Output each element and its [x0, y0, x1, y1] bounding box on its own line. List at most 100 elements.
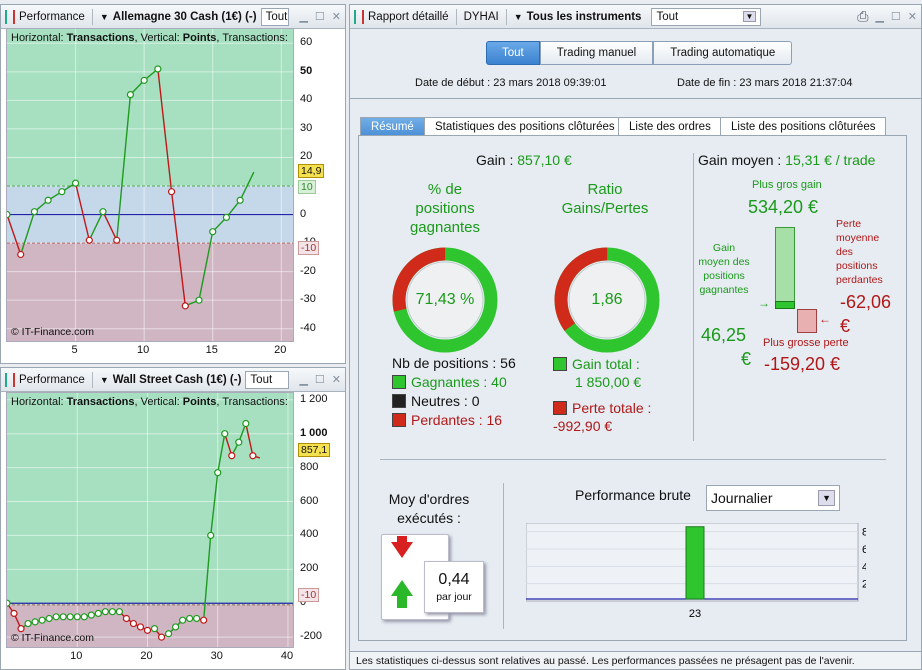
neutral-legend-icon — [392, 394, 406, 408]
equity-segment — [20, 211, 36, 255]
trade-point — [181, 302, 189, 310]
trade-point — [143, 626, 152, 634]
y-tick-label: 600 — [300, 494, 319, 507]
chevron-down-icon[interactable]: ▼ — [99, 374, 109, 385]
chevron-down-icon[interactable]: ▼ — [99, 11, 109, 22]
avg-gain: Gain moyen : 15,31 € / trade — [698, 152, 876, 168]
tab-liste-ordres[interactable]: Liste des ordres — [618, 117, 722, 136]
avg-win-label: Gain moyen des positions gagnantes — [698, 242, 750, 296]
pct-winners-title: % de positions gagnantes — [409, 181, 481, 236]
y-tick-label: 0 — [300, 207, 307, 220]
end-date: Date de fin : 23 mars 2018 21:37:04 — [677, 77, 853, 89]
trade-point — [236, 196, 244, 204]
print-icon[interactable]: ⎙ — [857, 8, 869, 24]
tab-tout[interactable]: Tout — [486, 41, 540, 65]
orders-title: Moy d'ordres exécutés : — [388, 491, 470, 526]
loss-arrow-icon: ← — [819, 312, 831, 326]
account-label[interactable]: DYHAI — [463, 10, 499, 23]
trade-point — [179, 616, 187, 624]
loss-total-legend-icon — [553, 401, 567, 415]
y-axis-wallstreet: 1 200 1 000 800 600 400 200 0 -200 — [296, 392, 344, 648]
performance-menu[interactable]: Performance — [19, 10, 85, 23]
divider — [693, 153, 694, 441]
x-axis-wallstreet: 10 20 30 40 — [6, 650, 294, 664]
trade-point — [115, 608, 123, 616]
down-arrow-icon — [391, 542, 413, 558]
y-tick-label: 20 — [300, 150, 313, 163]
perf-bar-chart: 800 600 400 200 23 — [526, 523, 866, 620]
losing-zone — [7, 604, 293, 647]
chart-svg-dax — [7, 29, 293, 341]
minimize-icon[interactable]: ▁ — [299, 374, 308, 386]
equity-segment — [102, 211, 118, 241]
upper-band-tag: 10 — [298, 180, 316, 194]
candlestick-icon — [5, 9, 15, 24]
y-tick-label: 800 — [300, 460, 319, 473]
lower-band-tag: -10 — [298, 588, 320, 602]
chevron-down-icon[interactable]: ▼ — [513, 11, 523, 22]
trade-point — [195, 296, 203, 304]
close-icon[interactable]: ✕ — [331, 11, 341, 23]
trade-point — [101, 608, 109, 616]
filter-select[interactable]: Tout — [260, 7, 289, 26]
chart-header: Horizontal: Transactions, Vertical: Poin… — [11, 32, 288, 44]
scope-selector[interactable]: Tous les instruments — [526, 10, 642, 23]
equity-segment — [210, 472, 219, 536]
perf-period-select[interactable]: Journalier ▼ — [706, 485, 840, 511]
ratio-ring — [554, 247, 660, 353]
y-tick-label: 400 — [862, 561, 866, 573]
close-icon[interactable]: ✕ — [331, 374, 341, 386]
equity-segment — [157, 68, 173, 192]
report-titlebar: Rapport détaillé DYHAI ▼ Tous les instru… — [350, 5, 921, 29]
copyright: © IT-Finance.com — [11, 632, 95, 644]
tab-trading-manuel[interactable]: Trading manuel — [539, 41, 654, 65]
tab-stats-positions[interactable]: Statistiques des positions clôturées — [424, 117, 626, 136]
instrument-selector[interactable]: Allemagne 30 Cash (1€) (-) — [112, 10, 257, 23]
x-tick-label: 5 — [71, 344, 78, 356]
trade-point — [31, 618, 39, 626]
trade-point — [99, 208, 107, 216]
y-tick-label: 800 — [862, 527, 866, 539]
current-value-tag: 14,9 — [298, 164, 325, 178]
report-title[interactable]: Rapport détaillé — [368, 10, 449, 23]
tab-resume[interactable]: Résumé — [360, 117, 425, 136]
equity-segment — [198, 231, 214, 301]
close-icon[interactable]: ✕ — [907, 11, 917, 23]
maximize-icon[interactable]: ☐ — [314, 11, 325, 23]
trade-point — [7, 210, 11, 219]
y-tick-label: -200 — [300, 630, 323, 643]
max-loss-value: -159,20 € — [764, 354, 841, 374]
candlestick-icon — [354, 9, 364, 24]
trade-point — [71, 179, 80, 187]
gain-total-legend-icon — [553, 357, 567, 371]
y-tick-label: 600 — [862, 544, 866, 556]
report-filter-select[interactable]: Tout ▼ — [651, 7, 762, 26]
trade-point — [45, 614, 53, 623]
performance-menu[interactable]: Performance — [19, 373, 85, 386]
divider — [350, 98, 921, 99]
trade-point — [207, 531, 215, 540]
filter-select[interactable]: Tout — [245, 370, 290, 389]
trade-point — [235, 438, 243, 446]
instrument-selector[interactable]: Wall Street Cash (1€) (-) — [112, 373, 242, 386]
mode-tabs: Tout Trading manuel Trading automatique — [486, 41, 793, 65]
winning-zone — [7, 29, 293, 186]
footer-bar: Les statistiques ci-dessus sont relative… — [350, 651, 921, 669]
maximize-icon[interactable]: ☐ — [314, 374, 325, 386]
minimize-icon[interactable]: ▁ — [875, 11, 884, 23]
max-loss-bar — [797, 309, 817, 333]
trade-point — [228, 452, 236, 460]
disclaimer: Les statistiques ci-dessus sont relative… — [356, 655, 855, 667]
tab-liste-positions[interactable]: Liste des positions clôturées — [720, 117, 887, 136]
perf-title: Performance brute — [575, 487, 691, 503]
x-tick-label: 15 — [205, 344, 218, 356]
minimize-icon[interactable]: ▁ — [299, 11, 308, 23]
avg-loss-label: Perte moyenne des positions perdantes — [836, 218, 883, 286]
tab-trading-automatique[interactable]: Trading automatique — [653, 41, 793, 65]
trade-point — [87, 611, 95, 619]
y-tick-label: 50 — [300, 64, 313, 77]
gain-summary: Gain : 857,10 € — [476, 152, 572, 168]
maximize-icon[interactable]: ☐ — [890, 11, 901, 23]
trade-point — [52, 613, 60, 621]
ring-center — [406, 261, 484, 339]
